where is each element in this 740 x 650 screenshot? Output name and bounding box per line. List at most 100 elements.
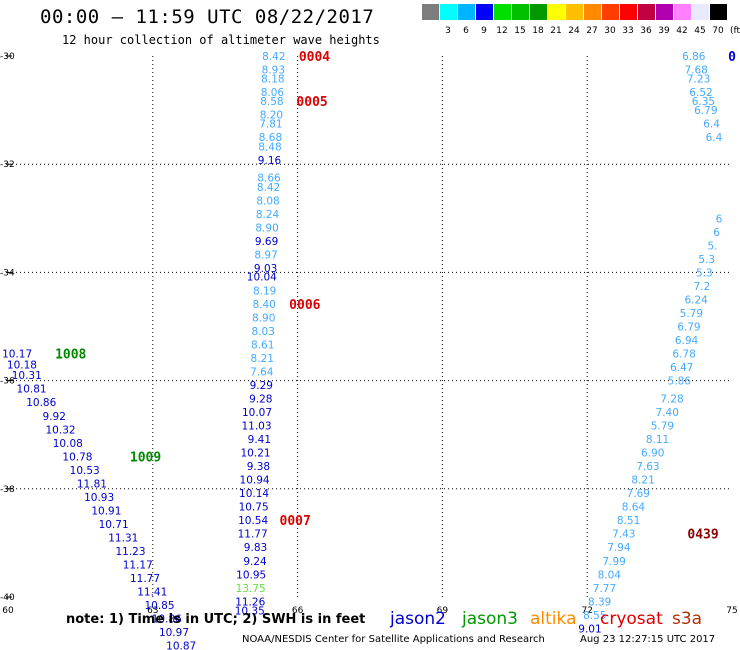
scale-swatch bbox=[602, 4, 619, 20]
scale-label: 18 bbox=[532, 26, 544, 36]
scale-label: 3 bbox=[445, 26, 451, 36]
y-tick-label: -32 bbox=[0, 160, 15, 170]
credit-text: NOAA/NESDIS Center for Satellite Applica… bbox=[242, 634, 545, 645]
swh-value: 10.14 bbox=[239, 488, 269, 500]
scale-label: 42 bbox=[676, 26, 688, 36]
swh-value: 5. bbox=[707, 240, 717, 252]
swh-value: 7.69 bbox=[627, 488, 650, 500]
y-tick-label: -36 bbox=[0, 377, 15, 387]
swh-value: 10.86 bbox=[152, 614, 182, 626]
scale-label: 36 bbox=[640, 26, 652, 36]
swh-value: 8.66 bbox=[257, 173, 281, 185]
swh-value: 7.43 bbox=[612, 529, 635, 541]
swh-value: 11.23 bbox=[115, 546, 145, 558]
scale-label: 27 bbox=[586, 26, 598, 36]
satellite-legend-altika: altika bbox=[530, 609, 577, 629]
swh-value: 10.75 bbox=[239, 502, 269, 514]
time-label: 0006 bbox=[289, 298, 320, 313]
swh-value: 7.77 bbox=[593, 583, 616, 595]
swh-value: 6.79 bbox=[694, 105, 717, 117]
time-label: 0007 bbox=[280, 514, 311, 529]
satellite-legend-cryosat: cryosat bbox=[600, 609, 663, 629]
scale-swatch bbox=[566, 4, 583, 20]
scale-swatch bbox=[656, 4, 673, 20]
time-label: 0 bbox=[728, 50, 736, 65]
swh-value: 10.91 bbox=[91, 505, 121, 517]
swh-value: 6.24 bbox=[684, 294, 708, 306]
swh-value: 10.54 bbox=[238, 515, 268, 527]
swh-value: 8.21 bbox=[251, 353, 274, 365]
scale-swatch bbox=[512, 4, 529, 20]
swh-value: 7.23 bbox=[687, 74, 710, 86]
time-label: 1009 bbox=[130, 450, 161, 465]
chart-subtitle: 12 hour collection of altimeter wave hei… bbox=[62, 33, 380, 47]
y-tick-label: -34 bbox=[0, 268, 15, 278]
scale-swatch bbox=[476, 4, 493, 20]
swh-value: 8.18 bbox=[261, 74, 284, 86]
y-tick-label: -40 bbox=[0, 593, 15, 603]
time-label: 1008 bbox=[55, 348, 86, 363]
scale-swatch bbox=[530, 4, 547, 20]
swh-value: 8.20 bbox=[260, 109, 283, 121]
swh-value: 8.48 bbox=[258, 141, 281, 153]
scale-label: 15 bbox=[514, 26, 526, 36]
swh-value: 10.21 bbox=[241, 448, 271, 460]
swh-value: 9.24 bbox=[243, 556, 267, 568]
time-label: 0005 bbox=[296, 95, 327, 110]
swh-value: 6.4 bbox=[703, 119, 720, 131]
swh-value: 5.86 bbox=[668, 376, 692, 388]
swh-value: 6.94 bbox=[675, 335, 699, 347]
scale-swatch bbox=[692, 4, 709, 20]
swh-value: 11.17 bbox=[123, 560, 153, 572]
swh-value: 8.68 bbox=[259, 132, 282, 144]
swh-value: 8.42 bbox=[262, 51, 285, 63]
scale-label: 45 bbox=[694, 26, 706, 36]
x-tick-label: 75 bbox=[726, 606, 737, 616]
swh-value: 8.93 bbox=[262, 65, 285, 77]
swh-value: 10.07 bbox=[242, 407, 272, 419]
satellite-legend-s3a: s3a bbox=[672, 609, 703, 629]
swh-value: 9.92 bbox=[43, 411, 66, 423]
scale-label: 39 bbox=[658, 26, 670, 36]
swh-value: 9.16 bbox=[258, 155, 282, 167]
swh-value: 10.85 bbox=[144, 600, 174, 612]
x-tick-label: 60 bbox=[2, 606, 14, 616]
swh-value: 8.24 bbox=[256, 209, 280, 221]
swh-value: 8.55 bbox=[583, 610, 606, 622]
swh-value: 8.21 bbox=[631, 475, 654, 487]
swh-value: 10.78 bbox=[62, 451, 92, 463]
swh-value: 9.83 bbox=[244, 542, 267, 554]
scale-unit-label: (ft) bbox=[730, 26, 740, 36]
timestamp-text: Aug 23 12:27:15 UTC 2017 bbox=[580, 634, 716, 645]
swh-value: 6.79 bbox=[677, 322, 700, 334]
swh-value: 10.35 bbox=[235, 606, 265, 618]
swh-value: 8.97 bbox=[254, 250, 277, 262]
swh-value: 10.97 bbox=[159, 627, 189, 639]
swh-value: 7.81 bbox=[259, 119, 282, 131]
swh-value: 8.61 bbox=[251, 339, 274, 351]
swh-value: 7.40 bbox=[656, 407, 679, 419]
y-tick-label: -38 bbox=[0, 485, 15, 495]
swh-value: 10.86 bbox=[26, 397, 56, 409]
swh-value: 9.69 bbox=[255, 236, 278, 248]
scale-label: 33 bbox=[622, 26, 634, 36]
swh-value: 8.11 bbox=[646, 434, 669, 446]
swh-value: 8.19 bbox=[253, 285, 276, 297]
swh-value: 8.64 bbox=[622, 502, 646, 514]
swh-value: 6 bbox=[716, 213, 723, 225]
swh-value: 10.31 bbox=[12, 370, 42, 382]
scale-swatch bbox=[584, 4, 601, 20]
scale-swatch bbox=[548, 4, 565, 20]
swh-value: 8.42 bbox=[257, 182, 280, 194]
swh-value: 6.52 bbox=[689, 87, 712, 99]
swh-value: 5.79 bbox=[680, 308, 703, 320]
swh-value: 6 bbox=[713, 227, 720, 239]
swh-value: 10.94 bbox=[240, 475, 270, 487]
swh-value: 8.08 bbox=[256, 195, 279, 207]
swh-value: 10.17 bbox=[2, 349, 32, 361]
scale-swatch bbox=[620, 4, 637, 20]
swh-value: 11.03 bbox=[241, 421, 271, 433]
swh-value: 6.78 bbox=[672, 349, 695, 361]
swh-value: 10.18 bbox=[7, 359, 37, 371]
